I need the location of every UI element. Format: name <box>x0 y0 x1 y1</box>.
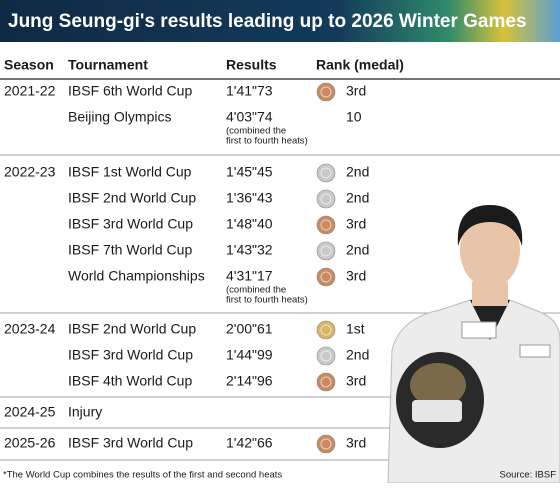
medal-icon <box>316 346 336 366</box>
title: Jung Seung-gi's results leading up to 20… <box>8 11 527 32</box>
medal-inner <box>320 376 332 388</box>
season: 2023-24 <box>4 321 56 337</box>
tournament: IBSF 7th World Cup <box>68 242 192 258</box>
medal-inner <box>320 438 332 450</box>
result-note: first to fourth heats) <box>226 295 308 306</box>
medal-icon <box>316 189 336 209</box>
result: 1'45"45 <box>226 164 273 180</box>
source: Source: IBSF <box>500 470 557 481</box>
rank: 2nd <box>346 164 369 180</box>
rank: 3rd <box>346 435 366 451</box>
title-bar <box>0 0 560 42</box>
medal-inner <box>320 193 332 205</box>
result: 1'48"40 <box>226 216 273 232</box>
rank: 3rd <box>346 268 366 284</box>
result: 1'43"32 <box>226 242 273 258</box>
result: 1'42"66 <box>226 435 273 451</box>
medal-icon <box>316 267 336 287</box>
rank: 3rd <box>346 83 366 99</box>
rank: 2nd <box>346 190 369 206</box>
medal-icon <box>316 241 336 261</box>
medal-icon <box>316 320 336 340</box>
rank: 2nd <box>346 347 369 363</box>
rank: 3rd <box>346 373 366 389</box>
tournament: Injury <box>68 404 102 420</box>
season: 2024-25 <box>4 404 56 420</box>
result-note: first to fourth heats) <box>226 136 308 147</box>
season: 2022-23 <box>4 164 56 180</box>
rank: 3rd <box>346 216 366 232</box>
tournament: IBSF 2nd World Cup <box>68 321 196 337</box>
medal-icon <box>316 82 336 102</box>
tournament: IBSF 4th World Cup <box>68 373 192 389</box>
result: 1'44"99 <box>226 347 273 363</box>
tournament: Beijing Olympics <box>68 109 171 125</box>
result-note: (combined the <box>226 126 286 137</box>
footnote: *The World Cup combines the results of t… <box>3 470 282 481</box>
column-header: Tournament <box>68 57 148 73</box>
result: 4'03"74 <box>226 109 273 125</box>
medal-inner <box>320 167 332 179</box>
medal-inner <box>320 324 332 336</box>
column-header: Results <box>226 57 277 73</box>
column-header: Season <box>4 57 54 73</box>
medal-inner <box>320 271 332 283</box>
tournament: IBSF 3rd World Cup <box>68 435 193 451</box>
tournament: IBSF 3rd World Cup <box>68 347 193 363</box>
result: 1'41"73 <box>226 83 273 99</box>
tournament: IBSF 3rd World Cup <box>68 216 193 232</box>
result-note: (combined the <box>226 285 286 296</box>
tournament: IBSF 1st World Cup <box>68 164 192 180</box>
athlete-photo <box>387 205 560 484</box>
tournament: World Championships <box>68 268 205 284</box>
medal-icon <box>316 215 336 235</box>
season: 2021-22 <box>4 83 56 99</box>
medal-inner <box>320 350 332 362</box>
medal-icon <box>316 163 336 183</box>
table-body: 2021-22 IBSF 6th World Cup 1'41"73 3rd Beiji… <box>0 82 560 461</box>
medal-icon <box>316 372 336 392</box>
medal-inner <box>320 219 332 231</box>
medal-inner <box>320 86 332 98</box>
season: 2025-26 <box>4 435 56 451</box>
medal-inner <box>320 245 332 257</box>
rank: 2nd <box>346 242 369 258</box>
rank: 1st <box>346 321 365 337</box>
tournament: IBSF 2nd World Cup <box>68 190 196 206</box>
medal-icon <box>316 434 336 454</box>
result: 2'14"96 <box>226 373 273 389</box>
column-header: Rank (medal) <box>316 57 404 73</box>
rank: 10 <box>346 109 362 125</box>
result: 1'36"43 <box>226 190 273 206</box>
result: 2'00"61 <box>226 321 273 337</box>
result: 4'31"17 <box>226 268 273 284</box>
tournament: IBSF 6th World Cup <box>68 83 192 99</box>
